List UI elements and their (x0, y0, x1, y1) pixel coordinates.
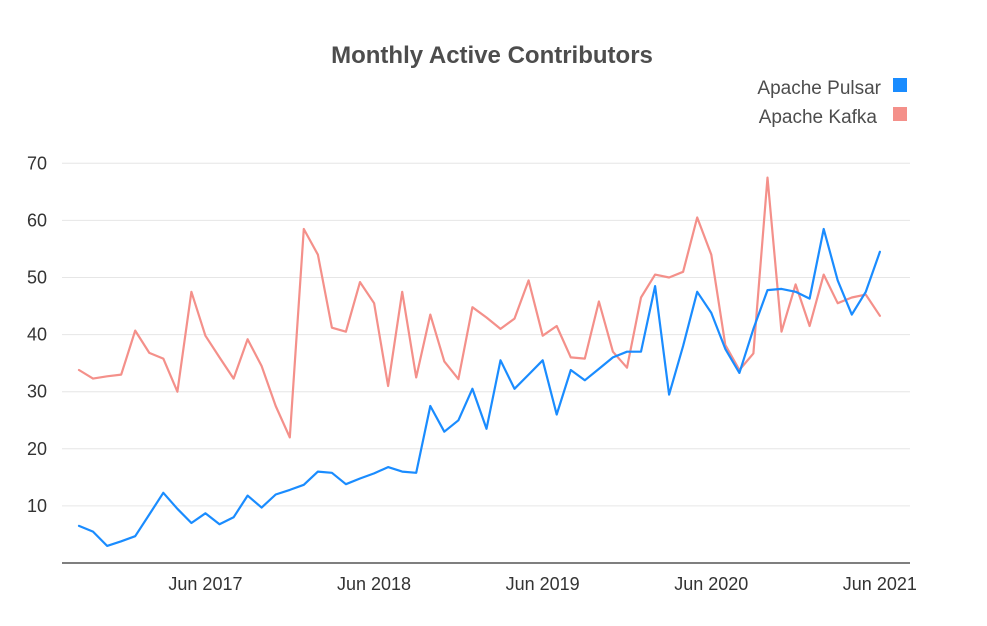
x-tick-label: Jun 2019 (506, 574, 580, 594)
legend-item-kafka[interactable]: Apache Kafka (759, 107, 907, 128)
y-tick-label: 10 (27, 496, 47, 516)
x-tick-label: Jun 2020 (674, 574, 748, 594)
series-line-apache-kafka[interactable] (77, 176, 882, 439)
y-tick-label: 60 (27, 210, 47, 230)
legend-label-pulsar: Apache Pulsar (757, 78, 881, 99)
y-tick-label: 20 (27, 439, 47, 459)
x-tick-label: Jun 2018 (337, 574, 411, 594)
series-line-apache-pulsar[interactable] (77, 227, 882, 548)
y-axis-ticks: 10 20 30 40 50 60 70 (27, 153, 47, 516)
legend-swatch-pulsar (893, 78, 907, 92)
y-tick-label: 30 (27, 382, 47, 402)
y-tick-label: 40 (27, 325, 47, 345)
legend: Apache Pulsar Apache Kafka (757, 78, 907, 128)
x-axis-ticks: Jun 2017 Jun 2018 Jun 2019 Jun 2020 Jun 2021 (168, 574, 916, 594)
y-tick-label: 70 (27, 153, 47, 173)
y-tick-label: 50 (27, 268, 47, 288)
legend-item-pulsar[interactable]: Apache Pulsar (757, 78, 907, 99)
series-lines (77, 176, 882, 548)
x-tick-label: Jun 2021 (843, 574, 917, 594)
x-tick-label: Jun 2017 (168, 574, 242, 594)
legend-swatch-kafka (893, 107, 907, 121)
chart-title: Monthly Active Contributors (331, 42, 653, 69)
legend-label-kafka: Apache Kafka (759, 107, 878, 128)
gridlines (62, 162, 910, 507)
